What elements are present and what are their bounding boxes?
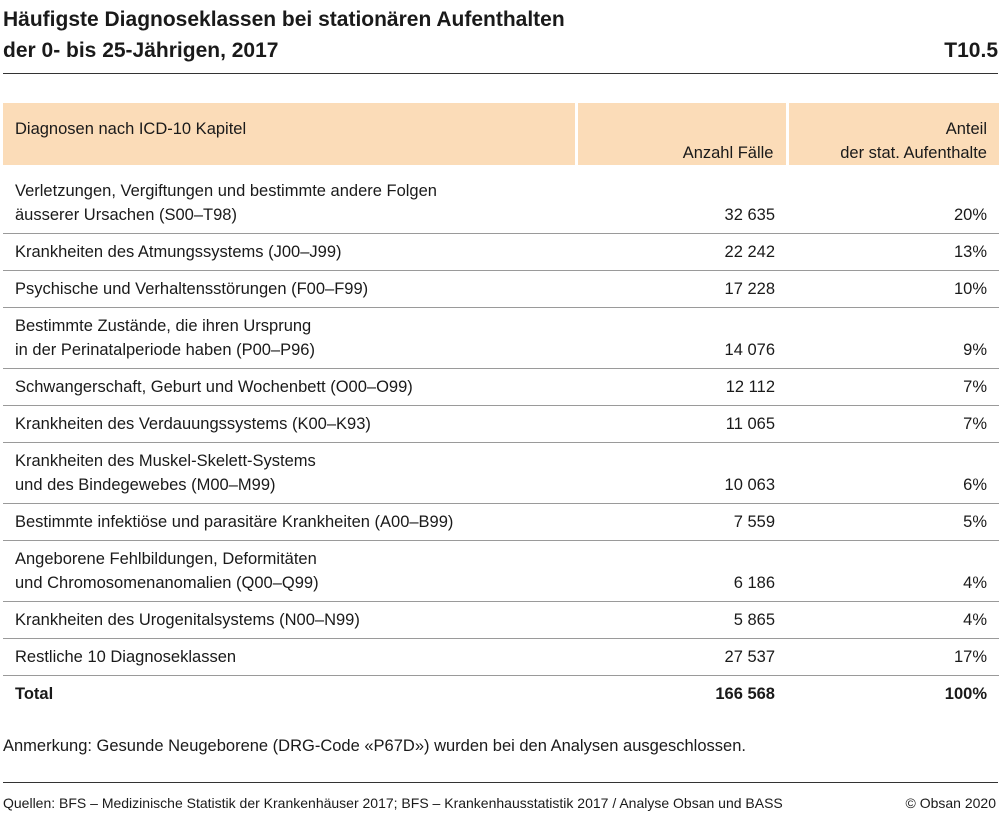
total-label: Total	[15, 685, 54, 703]
count-cell: 14 076	[576, 307, 787, 369]
diagnosis-cell: Krankheiten des Atmungssystems (J00–J99)	[3, 233, 576, 271]
share-cell: 7%	[787, 405, 999, 443]
count-cell: 22 242	[576, 233, 787, 271]
share-cell: 7%	[787, 368, 999, 406]
diagnosis-label: Restliche 10 Diagnoseklassen	[15, 648, 237, 666]
share-cell: 10%	[787, 270, 999, 308]
share-cell: 13%	[787, 233, 999, 271]
diagnosis-label: Schwangerschaft, Geburt und Wochenbett (…	[15, 378, 413, 396]
header-diagnosis-label: Diagnosen nach ICD-10 Kapitel	[15, 120, 247, 138]
table-row: Schwangerschaft, Geburt und Wochenbett (…	[3, 368, 999, 406]
total-share: 100%	[944, 685, 987, 703]
table-row: Krankheiten des Urogenitalsystems (N00–N…	[3, 601, 999, 639]
table-row: Angeborene Fehlbildungen, Deformitäten un…	[3, 540, 999, 602]
count-cell: 12 112	[576, 368, 787, 406]
diagnosis-label-continued: und Chromosomenanomalien (Q00–Q99)	[15, 574, 319, 592]
top-rule	[3, 73, 998, 74]
share-cell: 9%	[787, 307, 999, 369]
table-row: Krankheiten des Verdauungssystems (K00–K…	[3, 405, 999, 443]
share-cell: 4%	[787, 601, 999, 639]
total-row: Total 166 568 100%	[3, 676, 999, 713]
diagnosis-cell: Bestimmte infektiöse und parasitäre Kran…	[3, 503, 576, 541]
title-line-2: der 0- bis 25-Jährigen, 2017	[3, 39, 279, 62]
count-cell: 27 537	[576, 638, 787, 676]
header-share: Anteil der stat. Aufenthalte	[787, 103, 999, 165]
source-text: Quellen: BFS – Medizinische Statistik de…	[3, 795, 783, 811]
diagnosis-label-continued: in der Perinatalperiode haben (P00–P96)	[15, 341, 315, 359]
diagnosis-label: Krankheiten des Urogenitalsystems (N00–N…	[15, 611, 360, 629]
diagnosis-cell: Krankheiten des Muskel-Skelett-Systems un…	[3, 442, 576, 504]
table-row: Bestimmte infektiöse und parasitäre Kran…	[3, 503, 999, 541]
diagnosis-cell: Verletzungen, Vergiftungen und bestimmte…	[3, 165, 576, 234]
diagnosis-label: Krankheiten des Muskel-Skelett-Systems	[15, 452, 316, 470]
diagnosis-cell: Schwangerschaft, Geburt und Wochenbett (…	[3, 368, 576, 406]
total-count: 166 568	[715, 685, 775, 703]
share-cell: 6%	[787, 442, 999, 504]
table-header-row: Diagnosen nach ICD-10 Kapitel Anzahl Fäl…	[3, 103, 999, 165]
table-note: Anmerkung: Gesunde Neugeborene (DRG-Code…	[3, 737, 746, 755]
table-code: T10.5	[944, 39, 998, 62]
table-row: Bestimmte Zustände, die ihren Ursprung in…	[3, 307, 999, 369]
diagnosis-cell: Bestimmte Zustände, die ihren Ursprung in…	[3, 307, 576, 369]
title-line-1: Häufigste Diagnoseklassen bei stationäre…	[3, 8, 565, 31]
table-row: Verletzungen, Vergiftungen und bestimmte…	[3, 165, 999, 234]
diagnosis-label: Verletzungen, Vergiftungen und bestimmte…	[15, 182, 437, 200]
diagnosis-label: Krankheiten des Atmungssystems (J00–J99)	[15, 243, 342, 261]
count-cell: 6 186	[576, 540, 787, 602]
diagnosis-label: Bestimmte infektiöse und parasitäre Kran…	[15, 513, 454, 531]
share-cell: 20%	[787, 165, 999, 234]
bottom-rule	[3, 782, 998, 783]
copyright-text: © Obsan 2020	[905, 795, 997, 811]
table-row: Krankheiten des Muskel-Skelett-Systems un…	[3, 442, 999, 504]
count-cell: 17 228	[576, 270, 787, 308]
diagnosis-label: Angeborene Fehlbildungen, Deformitäten	[15, 550, 317, 568]
share-cell: 17%	[787, 638, 999, 676]
title-block: Häufigste Diagnoseklassen bei stationäre…	[3, 4, 998, 66]
table-row: Restliche 10 Diagnoseklassen 27 537 17%	[3, 638, 999, 676]
diagnosis-label-continued: äusserer Ursachen (S00–T98)	[15, 206, 237, 224]
diagnosis-label: Psychische und Verhaltensstörungen (F00–…	[15, 280, 369, 298]
table-row: Krankheiten des Atmungssystems (J00–J99)…	[3, 233, 999, 271]
header-count: Anzahl Fälle	[576, 103, 789, 165]
count-cell: 5 865	[576, 601, 787, 639]
diagnosis-cell: Restliche 10 Diagnoseklassen	[3, 638, 576, 676]
count-cell: 7 559	[576, 503, 787, 541]
share-cell: 5%	[787, 503, 999, 541]
share-cell: 4%	[787, 540, 999, 602]
diagnosis-label: Krankheiten des Verdauungssystems (K00–K…	[15, 415, 371, 433]
header-count-label: Anzahl Fälle	[682, 144, 774, 162]
diagnosis-cell: Psychische und Verhaltensstörungen (F00–…	[3, 270, 576, 308]
header-share-label-2: der stat. Aufenthalte	[840, 144, 987, 162]
header-diagnosis: Diagnosen nach ICD-10 Kapitel	[3, 103, 578, 165]
diagnosis-label-continued: und des Bindegewebes (M00–M99)	[15, 476, 276, 494]
diagnosis-cell: Krankheiten des Verdauungssystems (K00–K…	[3, 405, 576, 443]
diagnosis-cell: Angeborene Fehlbildungen, Deformitäten un…	[3, 540, 576, 602]
header-share-label-1: Anteil	[945, 120, 987, 138]
diagnosis-label: Bestimmte Zustände, die ihren Ursprung	[15, 317, 312, 335]
diagnosis-table: Diagnosen nach ICD-10 Kapitel Anzahl Fäl…	[3, 103, 999, 712]
count-cell: 10 063	[576, 442, 787, 504]
table-row: Psychische und Verhaltensstörungen (F00–…	[3, 270, 999, 308]
count-cell: 32 635	[576, 165, 787, 234]
count-cell: 11 065	[576, 405, 787, 443]
diagnosis-cell: Krankheiten des Urogenitalsystems (N00–N…	[3, 601, 576, 639]
